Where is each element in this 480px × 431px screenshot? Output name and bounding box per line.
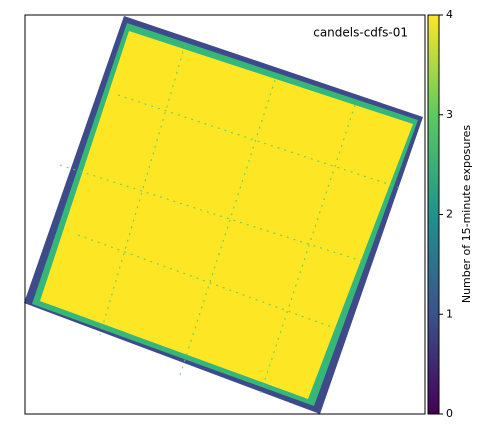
colorbar-tick-label: 4 (446, 8, 453, 21)
colorbar (427, 14, 440, 415)
exposure-map (24, 14, 426, 415)
colorbar-tick-label: 2 (446, 208, 453, 221)
map-seams (59, 44, 401, 396)
plot-frame (24, 14, 426, 415)
colorbar-label: Number of 15-minute exposures (460, 125, 473, 304)
colorbar-tick-label: 1 (446, 307, 453, 320)
colorbar-tick-label: 3 (446, 108, 453, 121)
chart-title: candels-cdfs-01 (313, 26, 408, 40)
colorbar-tick-label: 0 (446, 407, 453, 420)
map-core (40, 31, 413, 399)
